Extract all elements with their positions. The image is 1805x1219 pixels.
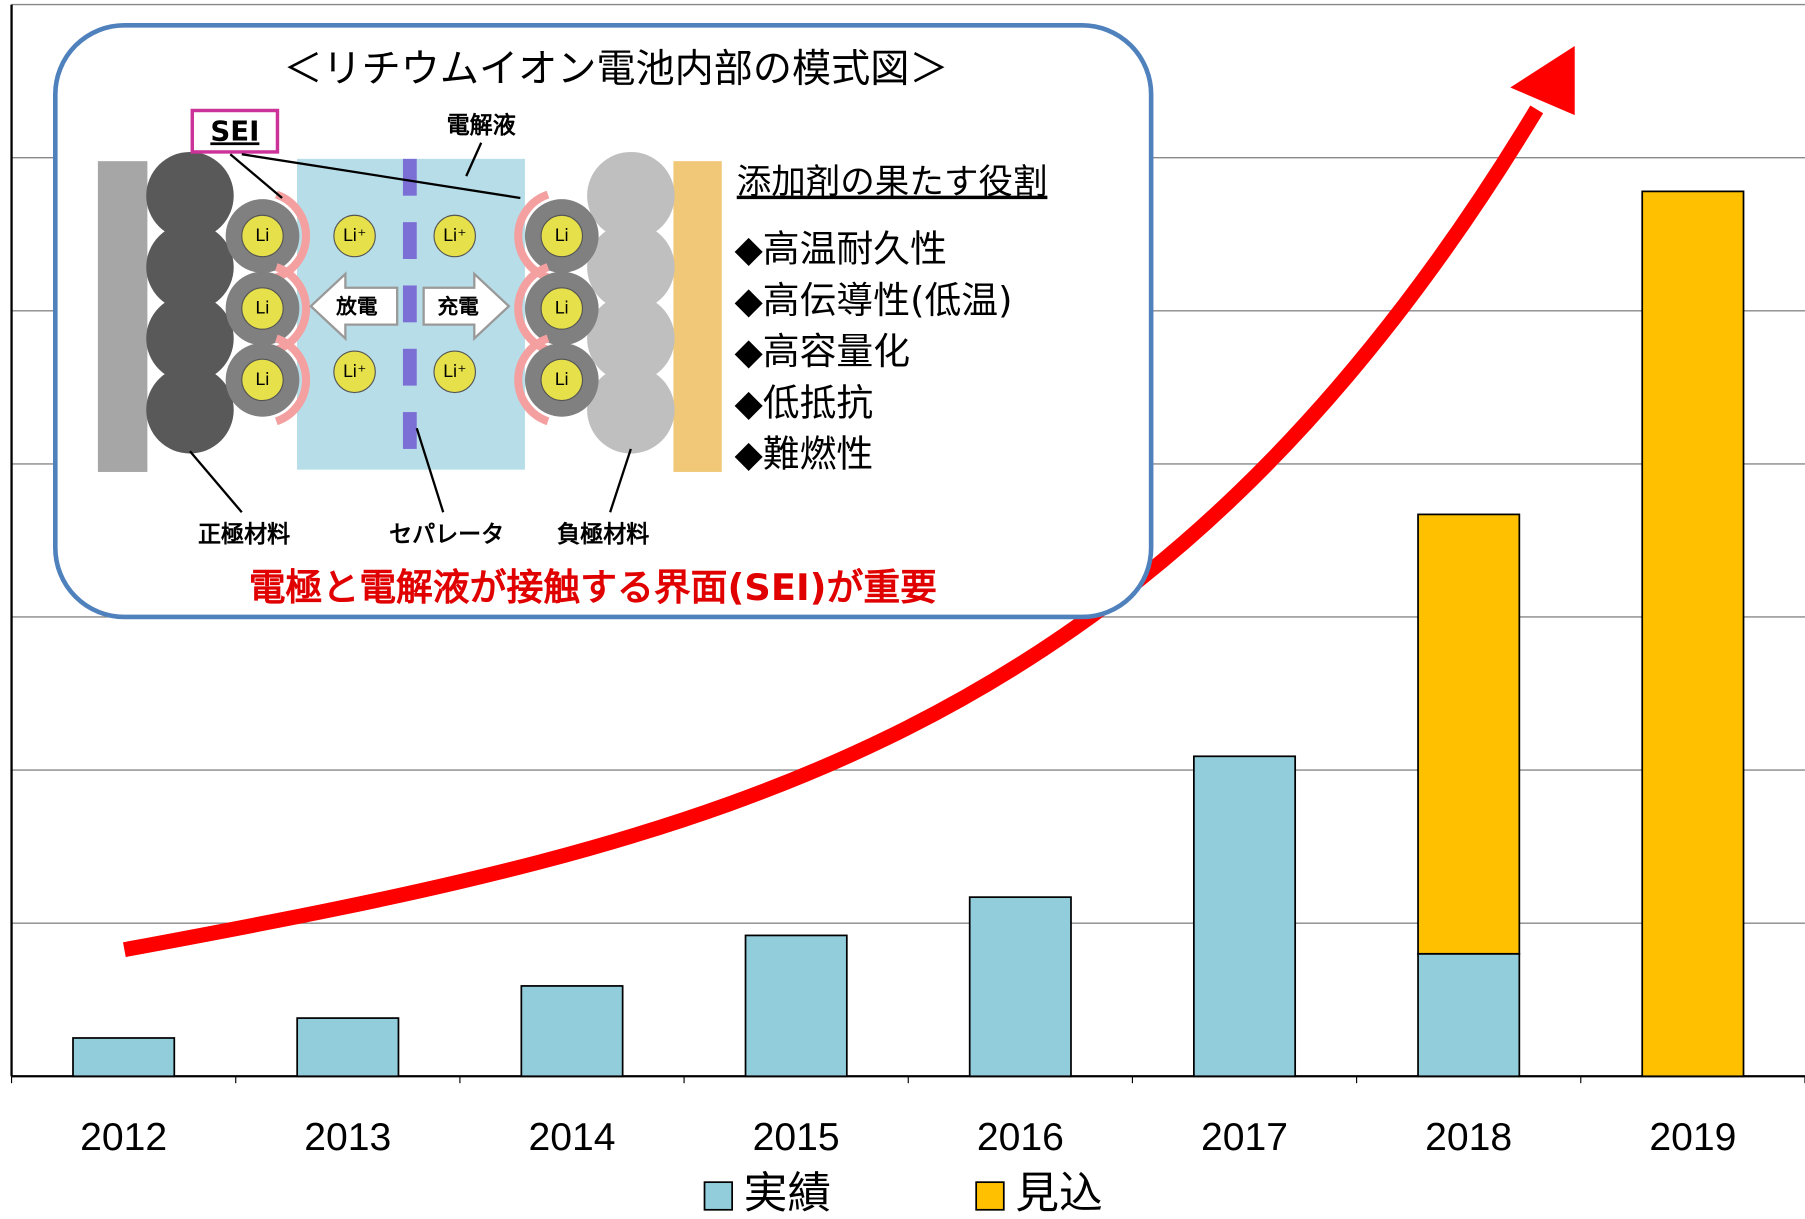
role: ◆高容量化 [734, 330, 910, 373]
li-label: Li [555, 298, 569, 318]
li-label: Li [555, 226, 569, 246]
x-tick-label: 2014 [528, 1116, 615, 1159]
current-collector [98, 161, 147, 472]
x-tick-label: 2018 [1425, 1116, 1512, 1159]
role: ◆難燃性 [734, 432, 873, 475]
x-tick-label: 2017 [1201, 1116, 1288, 1159]
bar [297, 1018, 398, 1076]
separator-dash [403, 159, 417, 196]
negative-label: 負極材料 [557, 521, 649, 548]
li-label: Li [255, 298, 269, 318]
x-tick-label: 2012 [80, 1116, 167, 1159]
legend-swatch [705, 1182, 733, 1210]
inset-title: ＜リチウムイオン電池内部の模式図＞ [283, 47, 948, 92]
page: {"chart_data": {"type": "bar", "stacked"… [0, 0, 1805, 1219]
anode-particle [587, 366, 674, 453]
li-label: Li [255, 226, 269, 246]
li-ion-label: Li⁺ [443, 226, 467, 246]
bar [746, 935, 847, 1076]
x-tick-label: 2019 [1649, 1116, 1736, 1159]
separator-dash [403, 222, 417, 259]
li-label: Li [255, 370, 269, 390]
trend-arrowhead [1510, 46, 1574, 115]
x-tick-label: 2013 [304, 1116, 391, 1159]
legend-label: 見込 [1015, 1168, 1102, 1219]
li-ion-label: Li⁺ [343, 362, 367, 382]
bar [970, 897, 1071, 1076]
role: ◆高伝導性(低温) [734, 279, 1012, 322]
bar [1194, 756, 1295, 1076]
roles-title: 添加剤の果たす役割 [737, 163, 1048, 203]
positive-label: 正極材料 [198, 521, 290, 548]
bar [1418, 954, 1519, 1076]
current-collector [673, 161, 721, 472]
role: ◆高温耐久性 [734, 227, 946, 270]
discharge-label: 放電 [335, 294, 378, 318]
li-ion-label: Li⁺ [443, 362, 467, 382]
x-tick-label: 2016 [977, 1116, 1064, 1159]
separator-dash [403, 412, 417, 449]
x-tick-label: 2015 [753, 1116, 840, 1159]
legend-label: 実績 [744, 1168, 831, 1219]
li-label: Li [555, 370, 569, 390]
bar [521, 986, 622, 1076]
li-ion-label: Li⁺ [343, 226, 367, 246]
inset-footer: 電極と電解液が接触する界面(SEI)が重要 [249, 566, 937, 609]
bar [1642, 191, 1743, 1076]
bar [1418, 514, 1519, 953]
bar [73, 1038, 174, 1076]
role: ◆低抵抗 [734, 382, 873, 425]
inset-diagram: ＜リチウムイオン電池内部の模式図＞ Li Li Li Li Li Li Li⁺ Li⁺ Li⁺ L… [55, 25, 1151, 617]
electrolyte-label: 電解液 [447, 112, 516, 139]
legend-swatch [976, 1182, 1004, 1210]
separator-dash [403, 285, 417, 322]
charge-label: 充電 [437, 294, 479, 318]
separator-label: セパレータ [389, 522, 504, 548]
separator-dash [403, 349, 417, 386]
chart: 2012 2013 2014 2015 2016 2017 2018 2019 実績 見込 ＜リ… [0, 0, 1805, 1219]
sei-label: SEI [210, 114, 259, 147]
cathode-particle [146, 366, 233, 453]
